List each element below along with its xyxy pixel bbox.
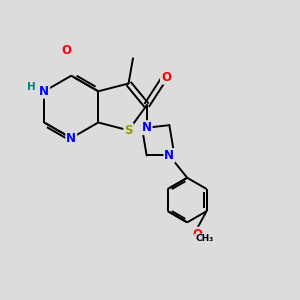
Text: O: O [192, 228, 202, 241]
Text: N: N [66, 132, 76, 145]
Text: N: N [164, 149, 174, 162]
Text: N: N [39, 85, 49, 98]
Text: CH₃: CH₃ [195, 234, 213, 243]
Text: O: O [161, 71, 171, 84]
Text: O: O [62, 44, 72, 57]
Text: N: N [142, 121, 152, 134]
Text: S: S [124, 124, 133, 137]
Text: H: H [27, 82, 36, 92]
